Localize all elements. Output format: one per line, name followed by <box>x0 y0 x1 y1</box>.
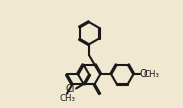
Text: O: O <box>140 69 147 79</box>
Text: CH₃: CH₃ <box>144 70 160 79</box>
Text: CH₃: CH₃ <box>59 94 75 103</box>
Text: Cl: Cl <box>66 84 75 94</box>
